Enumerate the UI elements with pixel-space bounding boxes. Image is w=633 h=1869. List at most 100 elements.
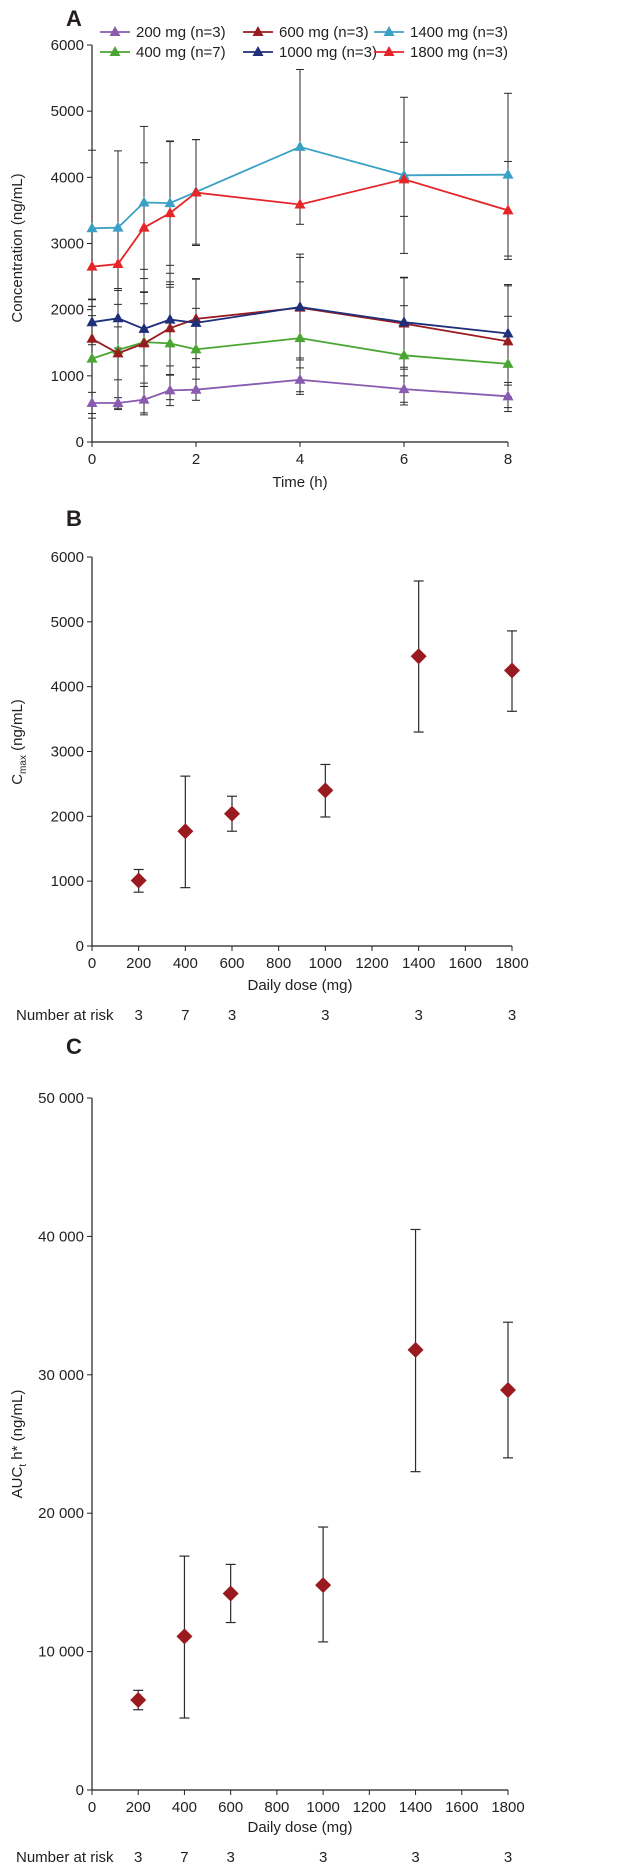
panel-c-xlabel: Daily dose (mg)	[247, 1819, 352, 1836]
series-line	[91, 306, 509, 355]
data-point-triangle	[86, 316, 98, 327]
data-point-triangle	[164, 313, 176, 324]
data-point-triangle	[398, 173, 410, 184]
x-tick-label: 6	[400, 451, 408, 468]
data-point-triangle	[502, 390, 514, 401]
data-point-diamond	[317, 782, 334, 799]
y-tick-label: 40 000	[38, 1228, 84, 1245]
data-point-triangle	[164, 207, 176, 218]
x-tick-label: 1800	[491, 1799, 524, 1816]
number-at-risk-value: 7	[180, 1849, 188, 1866]
panel-b-xlabel: Daily dose (mg)	[247, 977, 352, 994]
x-tick-label: 1000	[309, 955, 342, 972]
series-line	[91, 306, 509, 335]
y-tick-label: 0	[76, 434, 84, 451]
number-at-risk-value: 3	[414, 1007, 422, 1024]
data-point-diamond	[504, 662, 520, 679]
data-point-triangle	[294, 332, 306, 343]
y-tick-label: 5000	[51, 103, 84, 120]
data-point-triangle	[112, 258, 124, 269]
y-tick-label: 6000	[51, 549, 84, 566]
legend-label: 1000 mg (n=3)	[279, 44, 377, 61]
y-tick-label: 20 000	[38, 1505, 84, 1522]
y-tick-label: 30 000	[38, 1367, 84, 1384]
number-at-risk-value: 3	[411, 1849, 419, 1866]
number-at-risk-value: 3	[134, 1849, 142, 1866]
panel-b-risk-label: Number at risk	[16, 1007, 114, 1024]
series-line	[92, 378, 509, 404]
panel-b-letter: B	[66, 506, 82, 531]
data-point-triangle	[86, 260, 98, 271]
data-point-triangle	[398, 316, 410, 327]
legend-marker	[109, 46, 121, 56]
x-tick-label: 1800	[495, 955, 528, 972]
x-tick-label: 1200	[353, 1799, 386, 1816]
data-point-diamond	[130, 1692, 147, 1709]
data-point-triangle	[294, 140, 306, 151]
data-point-triangle	[190, 343, 202, 354]
y-tick-label: 4000	[51, 679, 84, 696]
y-tick-label: 10 000	[38, 1644, 84, 1661]
data-point-triangle	[294, 373, 306, 384]
data-point-triangle	[190, 186, 202, 197]
data-point-diamond	[500, 1382, 516, 1399]
x-tick-label: 800	[266, 955, 291, 972]
data-point-triangle	[502, 357, 514, 368]
number-at-risk-value: 3	[319, 1849, 327, 1866]
data-point-triangle	[138, 221, 150, 232]
legend-label: 1400 mg (n=3)	[410, 24, 508, 41]
x-tick-label: 1000	[306, 1799, 339, 1816]
data-point-triangle	[86, 222, 98, 233]
y-tick-label: 5000	[51, 614, 84, 631]
panel-a-letter: A	[66, 6, 82, 31]
data-point-triangle	[112, 312, 124, 323]
data-point-diamond	[410, 648, 427, 665]
x-tick-label: 800	[264, 1799, 289, 1816]
number-at-risk-value: 3	[504, 1849, 512, 1866]
legend-marker	[252, 26, 264, 36]
data-point-triangle	[138, 322, 150, 333]
y-tick-label: 1000	[51, 368, 84, 385]
number-at-risk-value: 3	[228, 1007, 236, 1024]
y-tick-label: 6000	[51, 37, 84, 54]
y-tick-label: 3000	[51, 236, 84, 253]
x-tick-label: 200	[126, 955, 151, 972]
data-point-triangle	[502, 335, 514, 346]
y-tick-label: 4000	[51, 169, 84, 186]
data-point-triangle	[190, 383, 202, 394]
data-point-triangle	[502, 168, 514, 179]
number-at-risk-value: 3	[508, 1007, 516, 1024]
x-tick-label: 1600	[449, 955, 482, 972]
panel-b-ylabel: Cmax (ng/mL)	[9, 699, 29, 785]
legend-marker	[252, 46, 264, 56]
y-tick-label: 0	[76, 1782, 84, 1799]
legend-marker	[109, 26, 121, 36]
data-point-triangle	[294, 198, 306, 209]
y-tick-label: 0	[76, 938, 84, 955]
data-point-triangle	[190, 316, 202, 327]
panel-b-ylabel-sub: max	[18, 755, 29, 774]
data-point-diamond	[224, 805, 240, 822]
data-point-diamond	[176, 1628, 193, 1645]
x-tick-label: 4	[296, 451, 304, 468]
series-line	[91, 337, 509, 365]
data-point-triangle	[112, 221, 124, 232]
x-tick-label: 1400	[399, 1799, 432, 1816]
x-tick-label: 0	[88, 955, 96, 972]
data-point-triangle	[398, 349, 410, 360]
x-tick-label: 600	[219, 955, 244, 972]
number-at-risk-value: 7	[181, 1007, 189, 1024]
x-tick-label: 600	[218, 1799, 243, 1816]
panel-c-ylabel-unit: h* (ng/mL)	[9, 1390, 26, 1464]
legend-label: 400 mg (n=7)	[136, 44, 226, 61]
legend-label: 1800 mg (n=3)	[410, 44, 508, 61]
legend-marker	[383, 46, 395, 56]
data-point-triangle	[164, 337, 176, 348]
y-tick-label: 2000	[51, 302, 84, 319]
x-tick-label: 2	[192, 451, 200, 468]
panel-c-risk-label: Number at risk	[16, 1849, 114, 1866]
legend-marker	[383, 26, 395, 36]
data-point-diamond	[177, 823, 194, 840]
